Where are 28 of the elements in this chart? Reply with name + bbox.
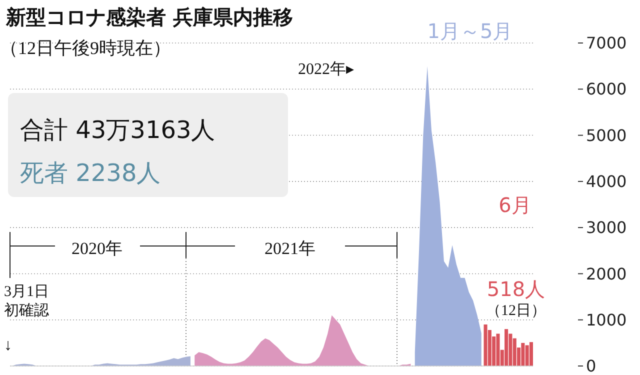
annotation: ↓: [4, 337, 12, 354]
bar: [525, 345, 529, 366]
annotation: 2020年: [72, 239, 122, 258]
annotation: 2021年: [264, 239, 316, 258]
annotation: 死者 2238人: [20, 159, 161, 187]
annotation: 6月: [498, 193, 532, 217]
bar: [496, 334, 500, 366]
y-tick-label: 7000: [586, 34, 627, 53]
y-tick-label: 4000: [586, 172, 627, 192]
y-tick-label: 1000: [586, 310, 627, 330]
chart-title: 新型コロナ感染者 兵庫県内推移: [5, 5, 293, 29]
y-tick-label: 3000: [586, 218, 627, 238]
annotation: 518人: [486, 277, 546, 301]
annotation: （12日）: [486, 303, 546, 319]
annotation: 3月1日: [4, 284, 49, 300]
y-tick-label: 6000: [586, 80, 627, 99]
y-tick-label: 2000: [586, 264, 627, 284]
chart-subtitle: （12日午後9時現在）: [0, 38, 171, 58]
y-tick-label: 0: [586, 356, 596, 375]
annotation: 2022年▸: [298, 61, 354, 78]
text: 1月～5月: [427, 19, 513, 43]
annotation: 合計 43万3163人: [20, 116, 216, 144]
bar: [529, 342, 533, 366]
annotation: 初確認: [4, 302, 49, 319]
bar: [504, 329, 508, 366]
y-tick-label: 5000: [586, 126, 627, 145]
bar: [521, 342, 525, 366]
bar: [484, 324, 488, 366]
